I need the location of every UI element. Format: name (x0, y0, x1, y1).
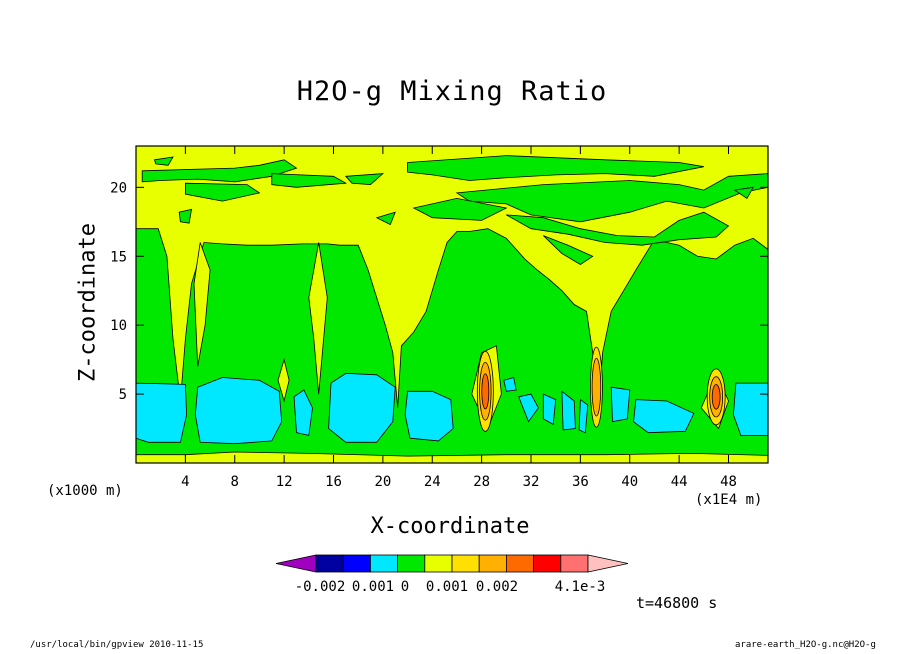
x-tick-label: 48 (720, 474, 737, 490)
y-axis: 5 10 15 20 (110, 180, 768, 403)
moisture-core (591, 357, 602, 417)
cyan-blob (503, 376, 517, 392)
moisture-core (481, 373, 490, 410)
cyan-blob (732, 382, 768, 436)
colorbar-swatch (533, 554, 562, 573)
cyan-blob (610, 386, 631, 423)
x-tick-label: 36 (572, 474, 589, 490)
colorbar-over-arrow (587, 554, 629, 573)
colorbar-swatch (560, 554, 589, 573)
y-axis-label: Z-coordinate (75, 223, 101, 382)
green-band (271, 173, 348, 188)
plot-frame (135, 145, 769, 464)
x-unit-note: (x1000 m) (47, 483, 123, 499)
colorbar-swatch (451, 554, 480, 573)
colorbar-label: 0.001 (426, 579, 468, 595)
y-tick-label: 20 (110, 180, 127, 196)
x-tick-label: 12 (276, 474, 293, 490)
colorbar-label: 0 (401, 579, 409, 595)
colorbar-swatch (369, 554, 398, 573)
green-band (412, 197, 508, 221)
green-band (506, 211, 730, 246)
time-label: t=46800 s (636, 594, 718, 612)
colorbar-swatch (505, 554, 534, 573)
cyan-blob (136, 382, 188, 443)
footer-right: arare-earth_H2O-g.nc@H2O-g (735, 640, 876, 650)
x-tick-label: 4 (181, 474, 189, 490)
footer-left: /usr/local/bin/gpview 2010-11-15 (30, 640, 204, 650)
y-tick-label: 10 (110, 318, 127, 334)
green-band (178, 208, 192, 224)
colorbar-label: 0.002 (476, 579, 518, 595)
colorbar-swatch (397, 554, 426, 573)
x-scale-note: (x1E4 m) (695, 492, 763, 508)
x-tick-label: 28 (473, 474, 490, 490)
x-tick-label: 32 (523, 474, 540, 490)
green-band (733, 186, 754, 199)
x-tick-label: 20 (374, 474, 391, 490)
green-band (543, 235, 594, 265)
colorbar-swatch (342, 554, 371, 573)
colorbar-swatch (424, 554, 453, 573)
green-band (407, 155, 704, 181)
colorbar: -0.002 0.001 0 0.001 0.002 4.1e-3 (275, 554, 629, 595)
contour-field (136, 146, 768, 463)
surface-strip (136, 451, 768, 463)
cyan-blob (542, 393, 557, 426)
green-band (375, 211, 396, 226)
chart-title: H2O-g Mixing Ratio (296, 76, 608, 107)
colorbar-under-arrow (275, 554, 317, 573)
cyan-blob (518, 393, 539, 423)
colorbar-swatch (478, 554, 507, 573)
moisture-core (711, 384, 721, 410)
yellow-column (193, 242, 211, 367)
cyan-blob (328, 372, 396, 443)
cyan-blob (561, 390, 576, 431)
x-tick-label: 40 (621, 474, 638, 490)
cyan-blob (578, 398, 589, 434)
x-tick-label: 24 (424, 474, 441, 490)
green-band (185, 182, 261, 202)
cyan-blob (194, 377, 283, 445)
x-axis-label: X-coordinate (370, 514, 530, 539)
green-band (153, 156, 174, 166)
cyan-blob (404, 390, 454, 442)
colorbar-label: -0.002 (295, 579, 346, 595)
colorbar-label: 4.1e-3 (555, 579, 606, 595)
cyan-blob (633, 399, 695, 434)
colorbar-label: 0.001 (352, 579, 394, 595)
yellow-column (308, 242, 328, 395)
x-tick-label: 44 (671, 474, 688, 490)
y-tick-label: 5 (119, 387, 127, 403)
y-tick-label: 15 (110, 249, 127, 265)
x-tick-label: 8 (231, 474, 239, 490)
x-axis: 4 8 12 16 20 24 28 32 36 40 44 48 (181, 146, 737, 490)
colorbar-swatch (315, 554, 344, 573)
yellow-column (277, 358, 290, 403)
cyan-blob (293, 389, 313, 436)
green-band (344, 173, 385, 186)
x-tick-label: 16 (325, 474, 342, 490)
